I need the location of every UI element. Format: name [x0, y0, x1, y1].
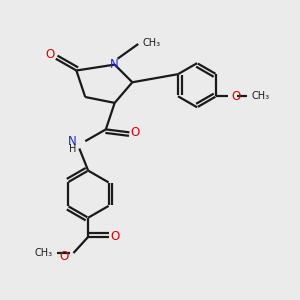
Text: CH₃: CH₃	[142, 38, 161, 47]
Text: CH₃: CH₃	[35, 248, 53, 258]
Text: O: O	[45, 48, 55, 61]
Text: O: O	[110, 230, 119, 243]
Text: O: O	[232, 90, 241, 103]
Text: N: N	[68, 135, 76, 148]
Text: O: O	[60, 250, 69, 262]
Text: CH₃: CH₃	[252, 91, 270, 101]
Text: O: O	[131, 126, 140, 139]
Text: N: N	[110, 58, 119, 71]
Text: H: H	[69, 143, 76, 154]
